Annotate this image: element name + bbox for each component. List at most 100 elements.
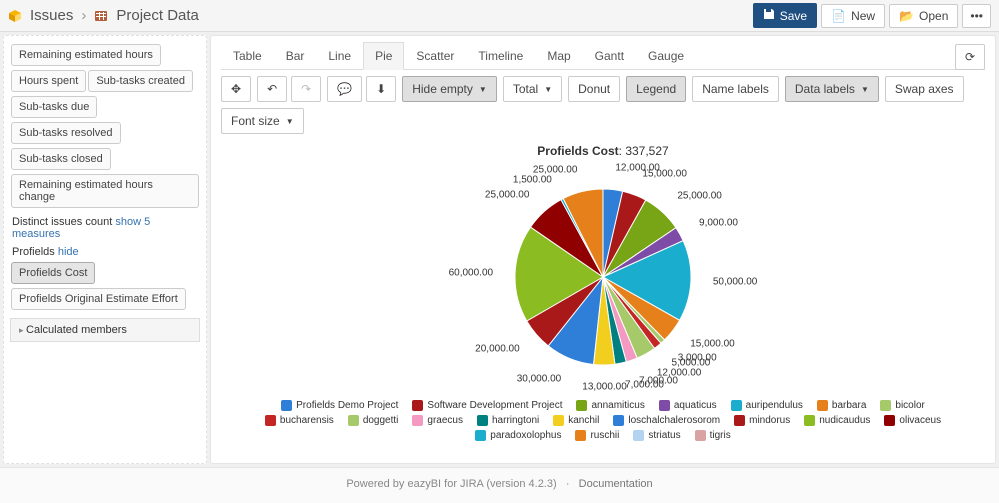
- legend-item[interactable]: ruschii: [575, 430, 619, 441]
- tab-map[interactable]: Map: [535, 42, 582, 69]
- data-label: 9,000.00: [699, 218, 738, 229]
- legend-item[interactable]: nudicaudus: [804, 415, 870, 426]
- legend-item[interactable]: loschalchalerosorom: [613, 415, 720, 426]
- refresh-button[interactable]: ⟳: [955, 44, 985, 70]
- tab-line[interactable]: Line: [316, 42, 363, 69]
- legend-item[interactable]: mindorus: [734, 415, 790, 426]
- open-button[interactable]: 📂 Open: [889, 4, 958, 28]
- legend-swatch: [412, 400, 423, 411]
- profields-hide-link[interactable]: hide: [58, 246, 79, 258]
- legend-item[interactable]: olivaceus: [884, 415, 941, 426]
- footer: Powered by eazyBI for JIRA (version 4.2.…: [0, 467, 999, 503]
- tab-scatter[interactable]: Scatter: [404, 42, 466, 69]
- hide-empty-dropdown[interactable]: Hide empty▼: [402, 76, 497, 102]
- legend-item[interactable]: barbara: [817, 400, 866, 411]
- legend-swatch: [265, 415, 276, 426]
- legend-swatch: [734, 415, 745, 426]
- name-labels-toggle[interactable]: Name labels: [692, 76, 779, 102]
- legend-swatch: [880, 400, 891, 411]
- measure-pill[interactable]: Sub-tasks resolved: [11, 122, 121, 144]
- tab-table[interactable]: Table: [221, 42, 274, 69]
- tab-bar[interactable]: Bar: [274, 42, 317, 69]
- legend-item[interactable]: Software Development Project: [412, 400, 562, 411]
- legend-item[interactable]: kanchil: [553, 415, 599, 426]
- calculated-members-toggle[interactable]: Calculated members: [10, 318, 200, 342]
- swap-axes-button[interactable]: Swap axes: [885, 76, 964, 102]
- measure-pill[interactable]: Hours spent: [11, 70, 86, 92]
- page-header: Issues › Project Data Save 📄 New 📂 Open …: [0, 0, 999, 32]
- legend-swatch: [659, 400, 670, 411]
- legend-item[interactable]: annamiticus: [576, 400, 644, 411]
- caret-icon: ▼: [479, 85, 487, 94]
- cube-icon: [8, 9, 22, 23]
- chart-area: Profields Cost: 337,527 12,000.0015,000.…: [221, 144, 985, 441]
- pie-chart: 12,000.0015,000.0025,000.009,000.0050,00…: [343, 162, 863, 392]
- fullscreen-button[interactable]: ✥: [221, 76, 251, 102]
- measure-pill[interactable]: Remaining estimated hours change: [11, 174, 199, 208]
- more-button[interactable]: •••: [962, 4, 991, 28]
- tab-pie[interactable]: Pie: [363, 42, 404, 70]
- data-label: 15,000.00: [642, 169, 687, 180]
- legend-swatch: [731, 400, 742, 411]
- legend-item[interactable]: harringtoni: [477, 415, 539, 426]
- legend-swatch: [817, 400, 828, 411]
- table-icon: [94, 9, 108, 23]
- speech-icon: 💬: [337, 82, 352, 96]
- legend-item[interactable]: auripendulus: [731, 400, 803, 411]
- profields-cost-pill[interactable]: Profields Cost: [11, 262, 95, 284]
- measure-pill[interactable]: Sub-tasks created: [88, 70, 193, 92]
- data-label: 15,000.00: [690, 339, 735, 350]
- legend-item[interactable]: paradoxolophus: [475, 430, 561, 441]
- legend-swatch: [804, 415, 815, 426]
- download-icon: ⬇: [376, 82, 386, 96]
- legend-swatch: [576, 400, 587, 411]
- data-labels-dropdown[interactable]: Data labels▼: [785, 76, 879, 102]
- legend-swatch: [695, 430, 706, 441]
- header-actions: Save 📄 New 📂 Open •••: [753, 3, 991, 28]
- breadcrumb-project-data[interactable]: Project Data: [116, 7, 199, 24]
- legend-swatch: [348, 415, 359, 426]
- tab-timeline[interactable]: Timeline: [466, 42, 535, 69]
- tab-gauge[interactable]: Gauge: [636, 42, 696, 69]
- chart-legend: Profields Demo Project Software Developme…: [221, 400, 985, 441]
- legend-swatch: [281, 400, 292, 411]
- total-dropdown[interactable]: Total▼: [503, 76, 562, 102]
- redo-button[interactable]: ↷: [291, 76, 321, 102]
- redo-icon: ↷: [301, 82, 311, 96]
- data-label: 50,000.00: [713, 276, 758, 287]
- legend-item[interactable]: aquaticus: [659, 400, 717, 411]
- new-button[interactable]: 📄 New: [821, 4, 885, 28]
- breadcrumb-issues[interactable]: Issues: [30, 7, 73, 24]
- measure-pill[interactable]: Sub-tasks due: [11, 96, 97, 118]
- legend-swatch: [477, 415, 488, 426]
- legend-item[interactable]: striatus: [633, 430, 680, 441]
- folder-open-icon: 📂: [899, 9, 914, 23]
- data-label: 1,500.00: [513, 174, 552, 185]
- legend-item[interactable]: doggetti: [348, 415, 399, 426]
- fullscreen-icon: ✥: [231, 82, 241, 96]
- save-button[interactable]: Save: [753, 3, 817, 28]
- legend-item[interactable]: Profields Demo Project: [281, 400, 398, 411]
- comment-button[interactable]: 💬: [327, 76, 362, 102]
- legend-swatch: [412, 415, 423, 426]
- profields-effort-pill[interactable]: Profields Original Estimate Effort: [11, 288, 186, 310]
- legend-item[interactable]: bucharensis: [265, 415, 334, 426]
- chevron-right-icon: ›: [81, 7, 86, 24]
- document-icon: 📄: [831, 9, 846, 23]
- legend-toggle[interactable]: Legend: [626, 76, 686, 102]
- legend-swatch: [633, 430, 644, 441]
- font-size-dropdown[interactable]: Font size▼: [221, 108, 304, 134]
- sidebar: Remaining estimated hoursHours spentSub-…: [3, 35, 207, 464]
- measure-pill[interactable]: Remaining estimated hours: [11, 44, 161, 66]
- refresh-icon: ⟳: [965, 50, 975, 64]
- floppy-icon: [763, 8, 775, 23]
- legend-item[interactable]: tigris: [695, 430, 731, 441]
- donut-toggle[interactable]: Donut: [568, 76, 620, 102]
- legend-item[interactable]: bicolor: [880, 400, 924, 411]
- download-button[interactable]: ⬇: [366, 76, 396, 102]
- legend-item[interactable]: graecus: [412, 415, 463, 426]
- documentation-link[interactable]: Documentation: [579, 478, 653, 490]
- measure-pill[interactable]: Sub-tasks closed: [11, 148, 111, 170]
- undo-button[interactable]: ↶: [257, 76, 287, 102]
- tab-gantt[interactable]: Gantt: [583, 42, 636, 69]
